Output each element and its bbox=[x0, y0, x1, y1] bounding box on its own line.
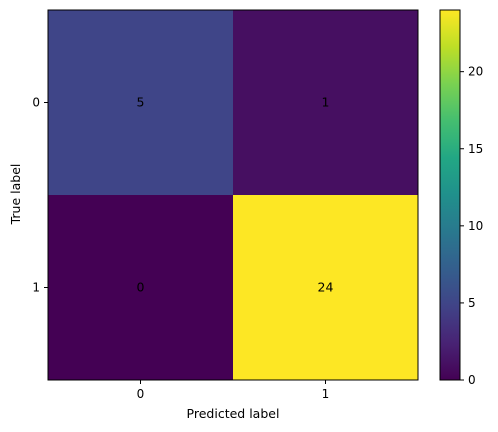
heatmap-area: 5 1 0 24 bbox=[47, 9, 419, 381]
y-axis: 01 bbox=[32, 96, 48, 295]
cell-value-label-0-0: 5 bbox=[137, 95, 145, 110]
colorbar-tick-label: 5 bbox=[468, 296, 476, 310]
colorbar-gradient bbox=[439, 9, 461, 381]
cell-value-label-1-0: 0 bbox=[137, 280, 145, 295]
cell-value-label-1-1: 24 bbox=[318, 280, 334, 295]
heatmap-cell-1-0 bbox=[48, 195, 233, 380]
x-tick-label: 0 bbox=[137, 387, 145, 401]
y-axis-label: True label bbox=[8, 164, 23, 226]
x-axis-label: Predicted label bbox=[187, 406, 280, 421]
heatmap-cell-0-1 bbox=[233, 10, 418, 195]
y-tick-label: 1 bbox=[32, 281, 40, 295]
colorbar-tick-label: 20 bbox=[468, 65, 483, 79]
x-tick-label: 1 bbox=[322, 387, 330, 401]
y-tick-label: 0 bbox=[32, 96, 40, 110]
colorbar-tick-label: 15 bbox=[468, 142, 483, 156]
cell-value-label-0-1: 1 bbox=[322, 95, 330, 110]
plot-frame bbox=[47, 9, 419, 381]
colorbar: 0 5 10 15 20 bbox=[439, 9, 483, 387]
colorbar-tick-label: 10 bbox=[468, 219, 483, 233]
heatmap-cell-0-0 bbox=[48, 10, 233, 195]
colorbar-tick-label: 0 bbox=[468, 373, 476, 387]
heatmap-cell-1-1 bbox=[233, 195, 418, 380]
